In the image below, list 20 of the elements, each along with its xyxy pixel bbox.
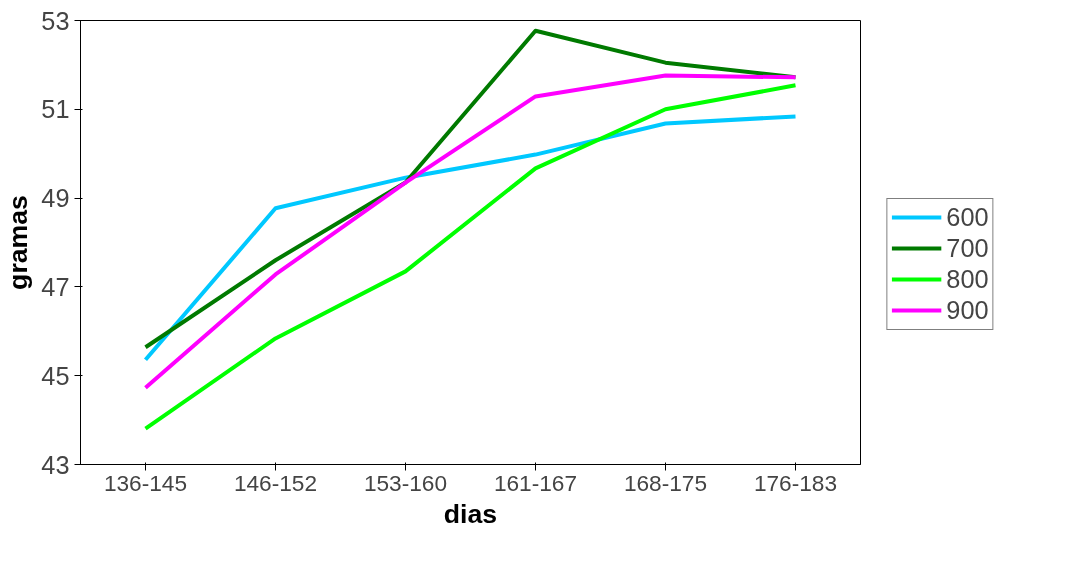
- legend-label: 800: [946, 264, 989, 294]
- line-series: [143, 28, 798, 350]
- y-axis-title: gramas: [3, 195, 34, 290]
- x-tick-label: 168-175: [623, 469, 708, 496]
- x-tick-label: 161-167: [493, 469, 578, 496]
- y-tick-label: 45: [41, 361, 70, 390]
- y-tick-label: 49: [41, 184, 70, 213]
- x-axis-title: dias: [443, 498, 498, 529]
- legend-label: 600: [946, 202, 989, 232]
- legend-label: 900: [946, 295, 989, 325]
- legend-label: 700: [946, 233, 989, 263]
- y-tick-label: 51: [41, 95, 70, 124]
- y-tick-label: 47: [41, 272, 70, 301]
- line-series: [143, 114, 798, 362]
- y-tick-label: 43: [41, 450, 70, 479]
- x-tick-label: 176-183: [753, 469, 838, 496]
- x-tick-label: 153-160: [363, 469, 448, 496]
- y-tick-label: 53: [41, 6, 70, 35]
- x-tick-label: 146-152: [233, 469, 318, 496]
- x-tick-label: 136-145: [103, 469, 188, 496]
